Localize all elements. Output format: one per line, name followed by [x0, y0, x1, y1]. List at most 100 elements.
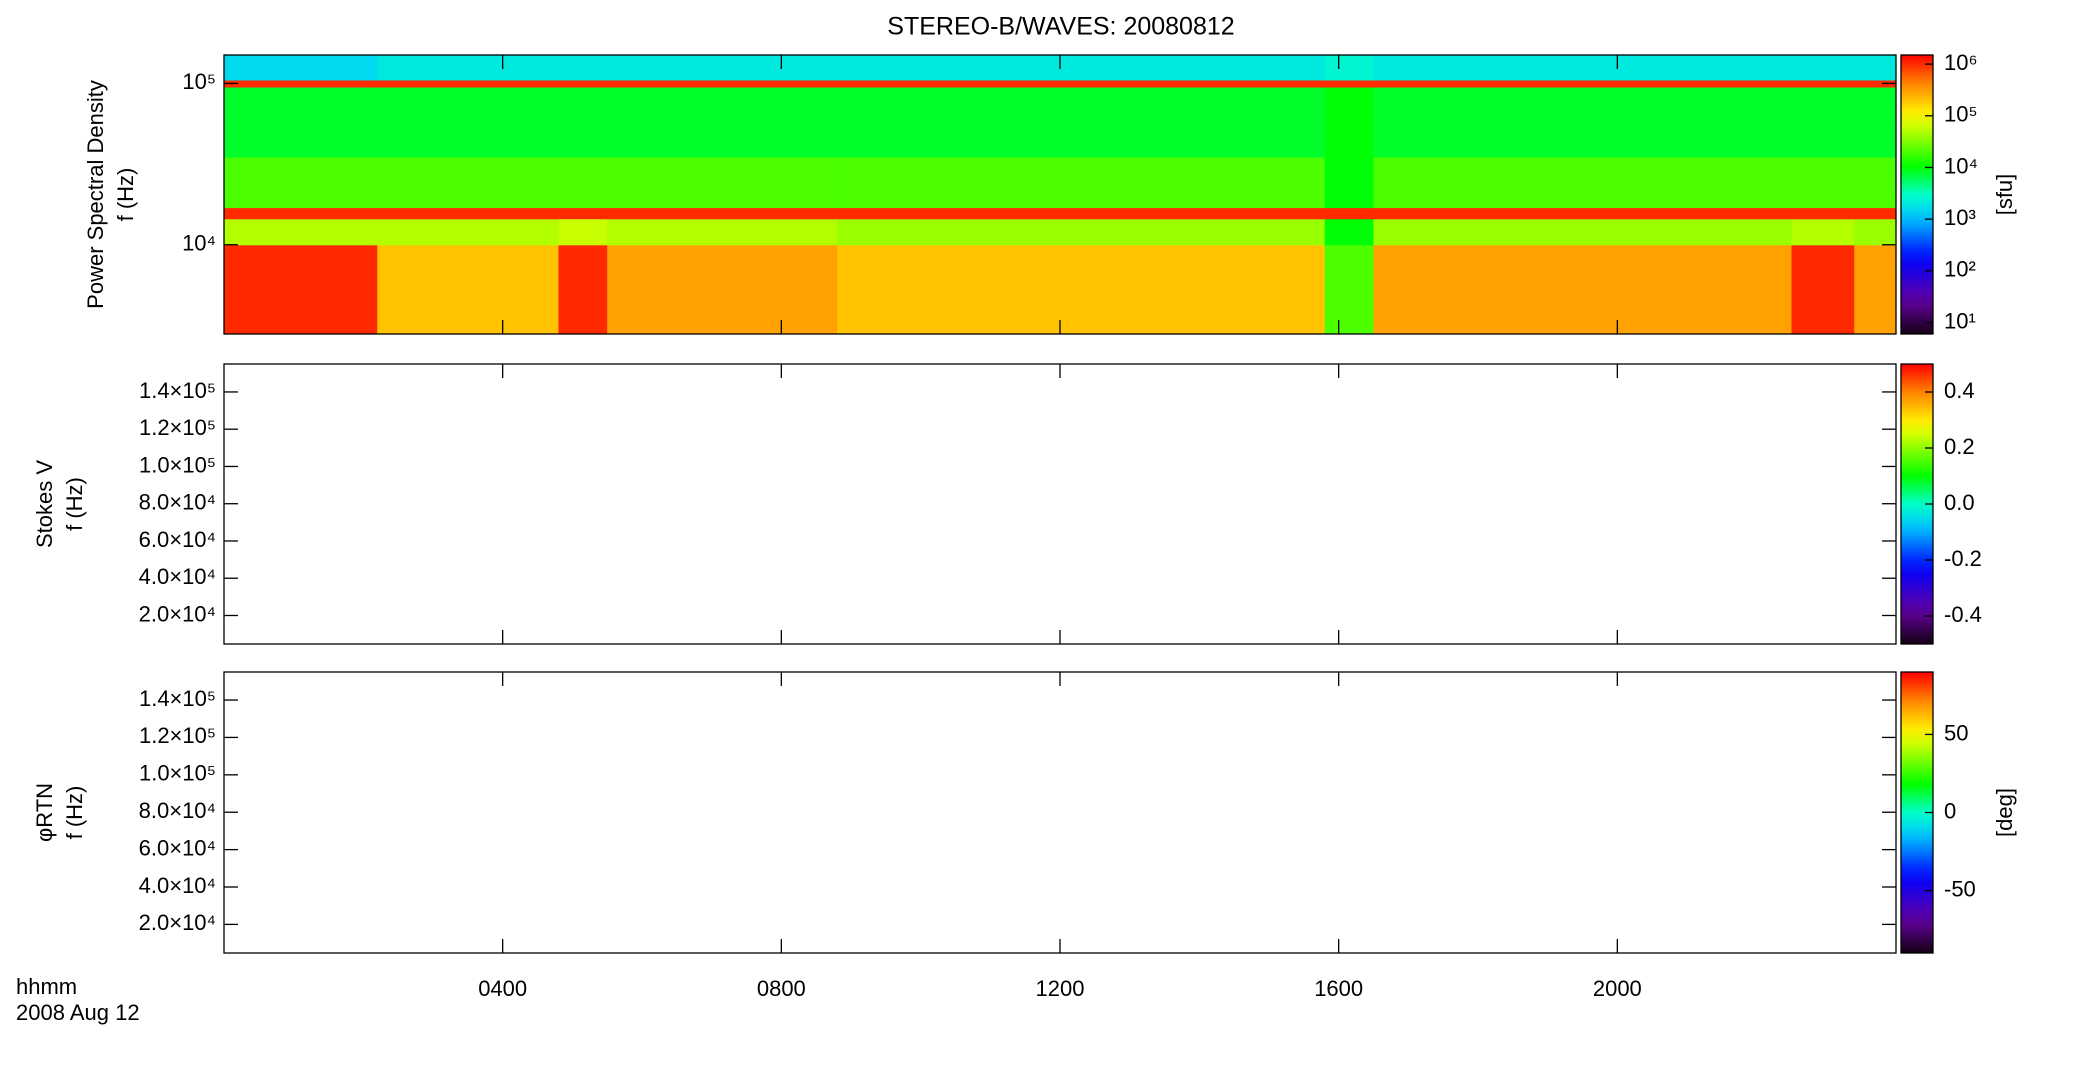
heatmap-cell	[224, 218, 378, 246]
x-tick-label: 1200	[1036, 976, 1085, 1001]
x-tick-label: 0800	[757, 976, 806, 1001]
heatmap-cell	[377, 156, 559, 209]
heatmap-cell	[377, 55, 559, 81]
heatmap-cell	[1791, 156, 1855, 209]
heatmap-cell	[1854, 79, 1897, 88]
colorbar-tick-label: 10³	[1944, 205, 1976, 230]
heatmap-cell	[1373, 87, 1792, 158]
heatmap-cell	[837, 79, 1326, 88]
heatmap-cell	[607, 79, 838, 88]
heatmap-cell	[558, 55, 608, 81]
heatmap-cell	[224, 156, 378, 209]
y-tick-label: 10⁵	[182, 69, 216, 94]
heatmap-cell	[1791, 87, 1855, 158]
heatmap-cell	[377, 218, 559, 246]
heatmap-cell	[224, 79, 378, 88]
y-tick-label: 1.4×10⁵	[139, 686, 216, 711]
colorbar-tick-label: 0.2	[1944, 434, 1975, 459]
heatmap-cell	[377, 79, 559, 88]
heatmap-cell	[1373, 156, 1792, 209]
heatmap-cell	[837, 156, 1326, 209]
heatmap-cell	[1324, 244, 1374, 335]
heatmap-cell	[224, 244, 378, 335]
plot-frame	[223, 363, 1897, 645]
heatmap-cell	[837, 55, 1326, 81]
colorbar-label: [sfu]	[1992, 174, 2017, 216]
y-tick-label: 2.0×10⁴	[139, 910, 216, 935]
y-tick-label: 6.0×10⁴	[139, 835, 216, 860]
y-axis-label: f (Hz)	[113, 168, 138, 222]
y-tick-label: 1.4×10⁵	[139, 378, 216, 403]
heatmap-cell	[1373, 55, 1792, 81]
heatmap-cell	[558, 79, 608, 88]
y-axis-label: Stokes V	[32, 460, 57, 548]
heatmap-cell	[1854, 207, 1897, 220]
heatmap-cell	[837, 244, 1326, 335]
y-tick-label: 1.0×10⁵	[139, 761, 216, 786]
y-tick-label: 8.0×10⁴	[139, 798, 216, 823]
heatmap-cell	[1854, 156, 1897, 209]
y-tick-label: 4.0×10⁴	[139, 564, 216, 589]
heatmap-cell	[1324, 55, 1374, 81]
colorbar-tick-label: 10⁵	[1944, 102, 1978, 127]
heatmap-cell	[837, 207, 1326, 220]
x-axis-label: hhmm	[16, 974, 77, 999]
heatmap-cell	[224, 87, 378, 158]
y-tick-label: 1.2×10⁵	[139, 723, 216, 748]
y-tick-label: 8.0×10⁴	[139, 490, 216, 515]
colorbar	[1900, 54, 1934, 335]
colorbar-label: [deg]	[1992, 788, 2017, 837]
heatmap-cell	[1324, 207, 1374, 220]
heatmap-cell	[558, 87, 608, 158]
heatmap-cell	[1324, 218, 1374, 246]
x-tick-label: 1600	[1314, 976, 1363, 1001]
heatmap-cell	[1791, 218, 1855, 246]
colorbar-tick-label: 0.4	[1944, 378, 1975, 403]
heatmap-cell	[558, 244, 608, 335]
y-axis-label: φRTN	[32, 783, 57, 842]
y-tick-label: 6.0×10⁴	[139, 527, 216, 552]
y-tick-label: 2.0×10⁴	[139, 601, 216, 626]
heatmap-cell	[558, 156, 608, 209]
heatmap-cell	[1373, 207, 1792, 220]
heatmap-cell	[1324, 156, 1374, 209]
heatmap-cell	[558, 207, 608, 220]
heatmap-cell	[1854, 87, 1897, 158]
heatmap-cell	[837, 218, 1326, 246]
heatmap-cell	[1791, 79, 1855, 88]
heatmap-cell	[607, 156, 838, 209]
heatmap-cell	[377, 87, 559, 158]
heatmap-cell	[1373, 218, 1792, 246]
colorbar-tick-label: 10⁶	[1944, 50, 1978, 75]
heatmap-cell	[1854, 218, 1897, 246]
colorbar-tick-label: 10²	[1944, 257, 1976, 282]
y-tick-label: 4.0×10⁴	[139, 873, 216, 898]
colorbar-tick-label: -0.2	[1944, 546, 1982, 571]
plot-frame	[223, 671, 1897, 954]
heatmap-cell	[558, 218, 608, 246]
y-axis-label: f (Hz)	[62, 786, 87, 840]
colorbar-tick-label: -0.4	[1944, 602, 1982, 627]
y-axis-label: f (Hz)	[62, 477, 87, 531]
heatmap-cell	[837, 87, 1326, 158]
heatmap-cell	[224, 207, 378, 220]
heatmap-cell	[607, 55, 838, 81]
heatmap-cell	[1791, 207, 1855, 220]
colorbar-tick-label: 50	[1944, 720, 1968, 745]
y-tick-label: 10⁴	[182, 231, 216, 256]
heatmap-cell	[1373, 244, 1792, 335]
y-tick-label: 1.0×10⁵	[139, 452, 216, 477]
y-axis-label: Power Spectral Density	[83, 80, 108, 309]
x-axis-label: 2008 Aug 12	[16, 1000, 140, 1025]
colorbar-tick-label: 0.0	[1944, 490, 1975, 515]
heatmap-cell	[607, 218, 838, 246]
y-tick-label: 1.2×10⁵	[139, 415, 216, 440]
heatmap-cell	[1324, 79, 1374, 88]
x-tick-label: 2000	[1593, 976, 1642, 1001]
heatmap-cell	[377, 244, 559, 335]
heatmap-cell	[1373, 79, 1792, 88]
heatmap-cell	[1854, 55, 1897, 81]
heatmap-cell	[1854, 244, 1897, 335]
